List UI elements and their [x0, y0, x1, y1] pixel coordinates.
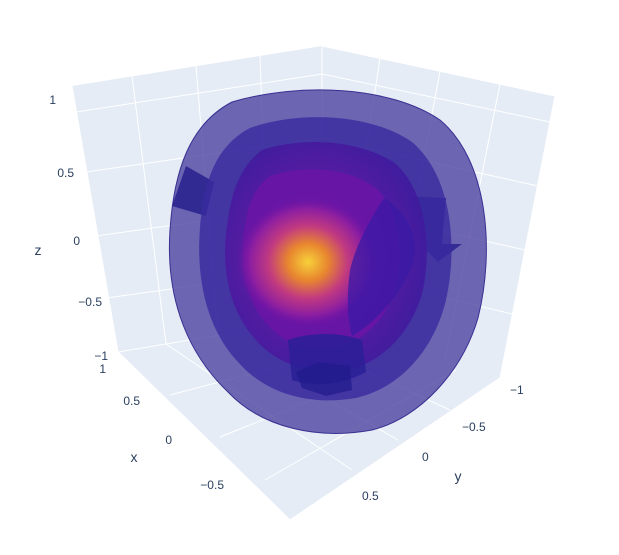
- z-tick: −0.5: [78, 295, 102, 309]
- y-tick: 0: [422, 450, 429, 464]
- scene-front-edges: [117, 351, 501, 521]
- y-tick: 0.5: [362, 489, 379, 503]
- z-axis-title: z: [35, 242, 42, 258]
- bottom-fin: [296, 362, 352, 396]
- x-tick: 1: [99, 362, 106, 376]
- z-tick: 0.5: [57, 166, 74, 180]
- x-tick: −0.5: [200, 478, 224, 492]
- z-tick: −1: [94, 349, 108, 363]
- z-tick: 0: [73, 234, 80, 248]
- y-tick: −1: [510, 383, 524, 397]
- isosurface-layers: [168, 89, 487, 434]
- y-axis-title: y: [455, 468, 462, 484]
- z-axis: 1 0.5 0 −0.5 −1 z: [35, 93, 109, 363]
- y-tick: −0.5: [462, 420, 486, 434]
- z-tick: 1: [49, 93, 56, 107]
- cutaway-ridge: [347, 198, 415, 336]
- y-axis: −1 −0.5 0 0.5 y: [362, 383, 524, 503]
- x-axis: 1 0.5 0 −0.5 x: [99, 362, 224, 492]
- x-tick: 0: [165, 433, 172, 447]
- x-axis-title: x: [131, 449, 138, 465]
- x-tick: 0.5: [123, 394, 140, 408]
- core-isosurface: [236, 196, 380, 328]
